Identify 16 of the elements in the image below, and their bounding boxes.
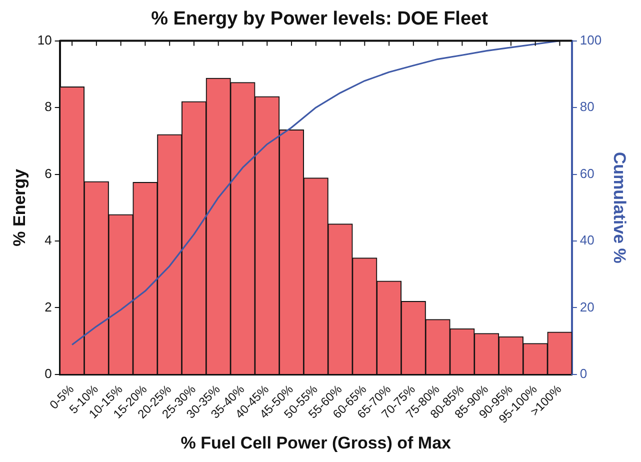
y-tick-label: 4	[44, 232, 52, 248]
x-axis-title: % Fuel Cell Power (Gross) of Max	[180, 433, 452, 452]
y-tick-label: 8	[44, 99, 52, 114]
y2-axis-title: Cumulative %	[610, 152, 630, 264]
chart-title: % Energy by Power levels: DOE Fleet	[151, 8, 489, 30]
y2-tick-label: 60	[580, 166, 594, 181]
y2-tick-label: 80	[580, 99, 594, 114]
y2-tick-label: 20	[580, 299, 594, 314]
y-tick-label: 0	[44, 366, 52, 382]
y-tick-label: 6	[44, 166, 52, 181]
y2-tick-label: 40	[580, 232, 594, 248]
y-tick-label: 10	[37, 32, 52, 48]
y2-tick-label: 100	[580, 32, 602, 48]
y-tick-label: 2	[44, 299, 52, 314]
y2-tick-label: 0	[580, 366, 588, 382]
y-axis-title: % Energy	[10, 168, 29, 246]
